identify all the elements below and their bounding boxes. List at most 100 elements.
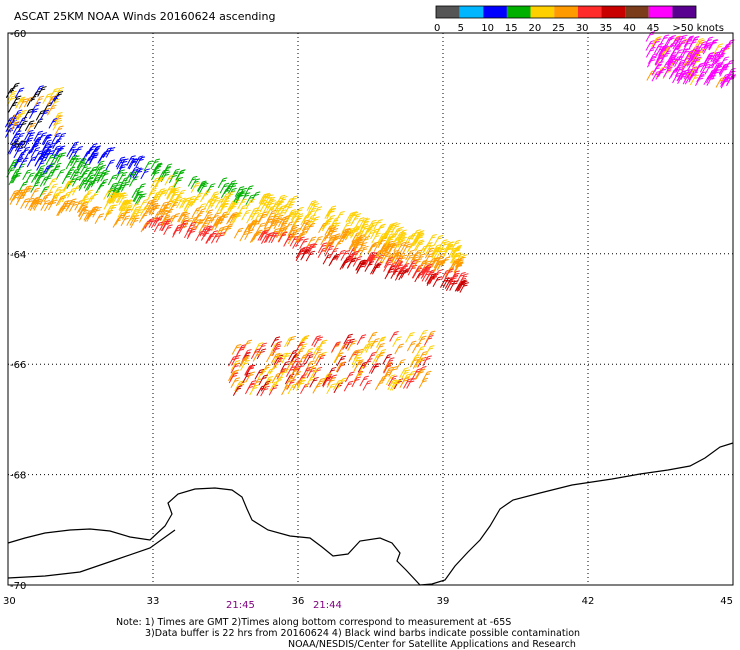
wind-barb: [334, 352, 344, 364]
wind-barb: [682, 40, 693, 51]
wind-barb: [83, 189, 94, 201]
wind-barb: [176, 197, 186, 209]
lat-label: -68: [10, 471, 26, 482]
wind-barb: [166, 189, 177, 200]
wind-barb: [415, 253, 426, 265]
wind-barb: [294, 347, 305, 359]
wind-barb: [62, 180, 73, 191]
wind-barb: [85, 174, 96, 185]
wind-barb: [69, 168, 80, 180]
wind-barb: [196, 208, 206, 219]
legend-label: 0: [434, 23, 440, 34]
wind-barb: [269, 217, 279, 229]
wind-barb: [397, 233, 407, 245]
wind-barb: [9, 143, 19, 155]
wind-barb: [260, 385, 270, 397]
wind-barb: [37, 151, 47, 162]
wind-barb: [710, 66, 721, 78]
wind-barb: [23, 108, 34, 120]
wind-barb: [291, 371, 302, 382]
wind-barb: [279, 225, 289, 237]
wind-barb: [107, 182, 118, 194]
wind-barb: [370, 363, 381, 374]
wind-barb: [424, 253, 434, 264]
wind-barb: [326, 383, 336, 395]
wind-barb: [384, 240, 394, 252]
wind-barb: [98, 169, 108, 181]
wind-barb: [42, 134, 53, 146]
wind-barb: [675, 59, 685, 71]
wind-barb: [340, 250, 350, 261]
wind-barb: [349, 349, 360, 361]
wind-barb: [654, 61, 664, 72]
lon-label: 33: [147, 596, 160, 607]
wind-barb: [175, 169, 185, 181]
wind-barb: [376, 247, 387, 259]
wind-barb: [341, 222, 352, 233]
wind-barb: [289, 235, 300, 247]
wind-barb: [356, 334, 367, 345]
wind-barb: [695, 75, 705, 87]
wind-barb: [305, 250, 316, 262]
wind-barb: [362, 379, 373, 391]
wind-barb: [666, 58, 676, 70]
legend-label: 20: [529, 23, 542, 34]
wind-barb: [241, 209, 251, 221]
wind-barb: [55, 169, 66, 180]
wind-barb: [105, 159, 115, 171]
lat-label: -62: [10, 139, 26, 150]
wind-barb: [433, 260, 443, 272]
wind-barb: [348, 211, 359, 223]
longitude-labels: 30 33 36 39 42 45: [3, 596, 733, 607]
wind-barb: [135, 156, 146, 168]
wind-barb: [355, 260, 365, 271]
wind-barb: [164, 174, 174, 186]
wind-barb: [45, 163, 56, 175]
wind-barb: [79, 209, 89, 221]
wind-barb: [678, 48, 689, 60]
wind-barb: [326, 226, 337, 238]
wind-barb: [720, 77, 731, 89]
time-label-2145: 21:45: [226, 600, 255, 611]
wind-barb: [326, 377, 337, 388]
wind-barb: [309, 376, 319, 388]
note-line-2: 3)Data buffer is 22 hrs from 20160624 4)…: [145, 628, 580, 639]
wind-barb: [53, 147, 63, 159]
wind-barb: [68, 201, 79, 213]
wind-barb: [12, 123, 23, 135]
wind-barb: [448, 274, 459, 286]
wind-barb: [4, 127, 15, 138]
wind-barb: [271, 372, 282, 384]
wind-barb: [112, 181, 123, 193]
wind-barb: [422, 355, 432, 367]
wind-barb: [33, 130, 43, 142]
wind-barb: [120, 181, 131, 192]
wind-barb: [10, 121, 20, 132]
wind-barb: [168, 201, 179, 213]
wind-barb: [71, 158, 81, 169]
wind-barb: [147, 198, 157, 210]
wind-barb: [150, 204, 161, 216]
wind-barb: [289, 228, 299, 240]
lat-label: -60: [10, 29, 26, 40]
lon-label: 39: [437, 596, 450, 607]
wind-barb: [405, 249, 415, 261]
wind-barb: [18, 157, 29, 169]
wind-barb: [47, 104, 57, 116]
wind-barb: [303, 352, 313, 363]
wind-barb: [230, 359, 241, 371]
wind-barb: [205, 202, 216, 213]
wind-barb: [249, 384, 259, 396]
wind-barb: [370, 228, 380, 240]
wind-barb: [312, 349, 323, 360]
wind-barb: [95, 160, 105, 172]
wind-barb: [280, 215, 291, 226]
wind-barb: [105, 147, 116, 158]
wind-barb: [48, 183, 58, 195]
wind-barb: [650, 36, 661, 48]
wind-barb: [225, 205, 235, 216]
wind-barb: [210, 232, 221, 244]
wind-barb: [440, 240, 450, 252]
wind-barb: [185, 201, 195, 213]
wind-barb: [337, 377, 347, 389]
